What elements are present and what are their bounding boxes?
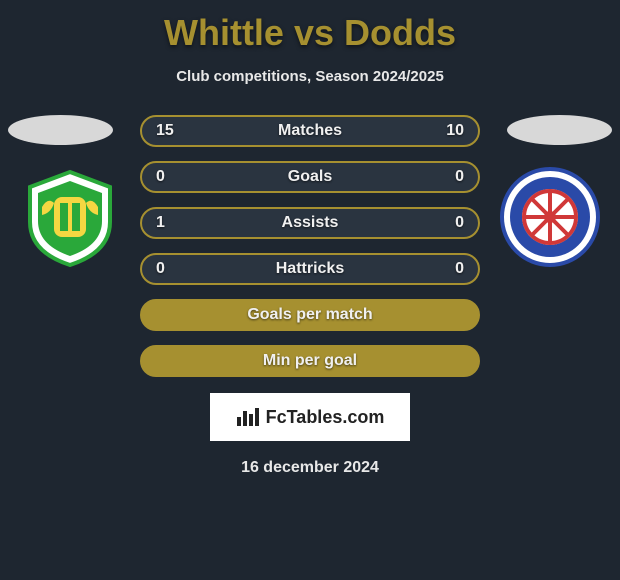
stat-right-value: 10	[446, 122, 464, 140]
shield-icon	[20, 167, 120, 267]
club-crest-right	[500, 167, 600, 267]
stats-pill-list: 15 Matches 10 0 Goals 0 1 Assists 0 0 Ha…	[140, 115, 480, 377]
stat-label: Assists	[282, 214, 339, 232]
stat-right-value: 0	[455, 214, 464, 232]
stat-row-min-per-goal: Min per goal	[140, 345, 480, 377]
club-crest-left	[20, 167, 120, 267]
stat-left-value: 1	[156, 214, 165, 232]
stat-row-hattricks: 0 Hattricks 0	[140, 253, 480, 285]
stat-label: Goals	[288, 168, 332, 186]
branding-box[interactable]: FcTables.com	[210, 393, 410, 441]
page-subtitle: Club competitions, Season 2024/2025	[0, 68, 620, 85]
stat-row-goals: 0 Goals 0	[140, 161, 480, 193]
date-label: 16 december 2024	[0, 459, 620, 477]
stat-row-goals-per-match: Goals per match	[140, 299, 480, 331]
stat-right-value: 0	[455, 168, 464, 186]
player-platform-left	[8, 115, 113, 145]
page-title: Whittle vs Dodds	[0, 0, 620, 54]
player-platform-right	[507, 115, 612, 145]
wheel-icon	[500, 167, 600, 267]
branding-label: FcTables.com	[266, 407, 385, 428]
stat-label: Matches	[278, 122, 342, 140]
bar-chart-icon	[236, 407, 260, 427]
stat-left-value: 0	[156, 260, 165, 278]
stat-row-matches: 15 Matches 10	[140, 115, 480, 147]
comparison-area: 15 Matches 10 0 Goals 0 1 Assists 0 0 Ha…	[0, 115, 620, 477]
stat-label: Goals per match	[247, 306, 372, 324]
stat-label: Min per goal	[263, 352, 357, 370]
stat-right-value: 0	[455, 260, 464, 278]
stat-left-value: 15	[156, 122, 174, 140]
stat-left-value: 0	[156, 168, 165, 186]
stat-label: Hattricks	[276, 260, 344, 278]
stat-row-assists: 1 Assists 0	[140, 207, 480, 239]
